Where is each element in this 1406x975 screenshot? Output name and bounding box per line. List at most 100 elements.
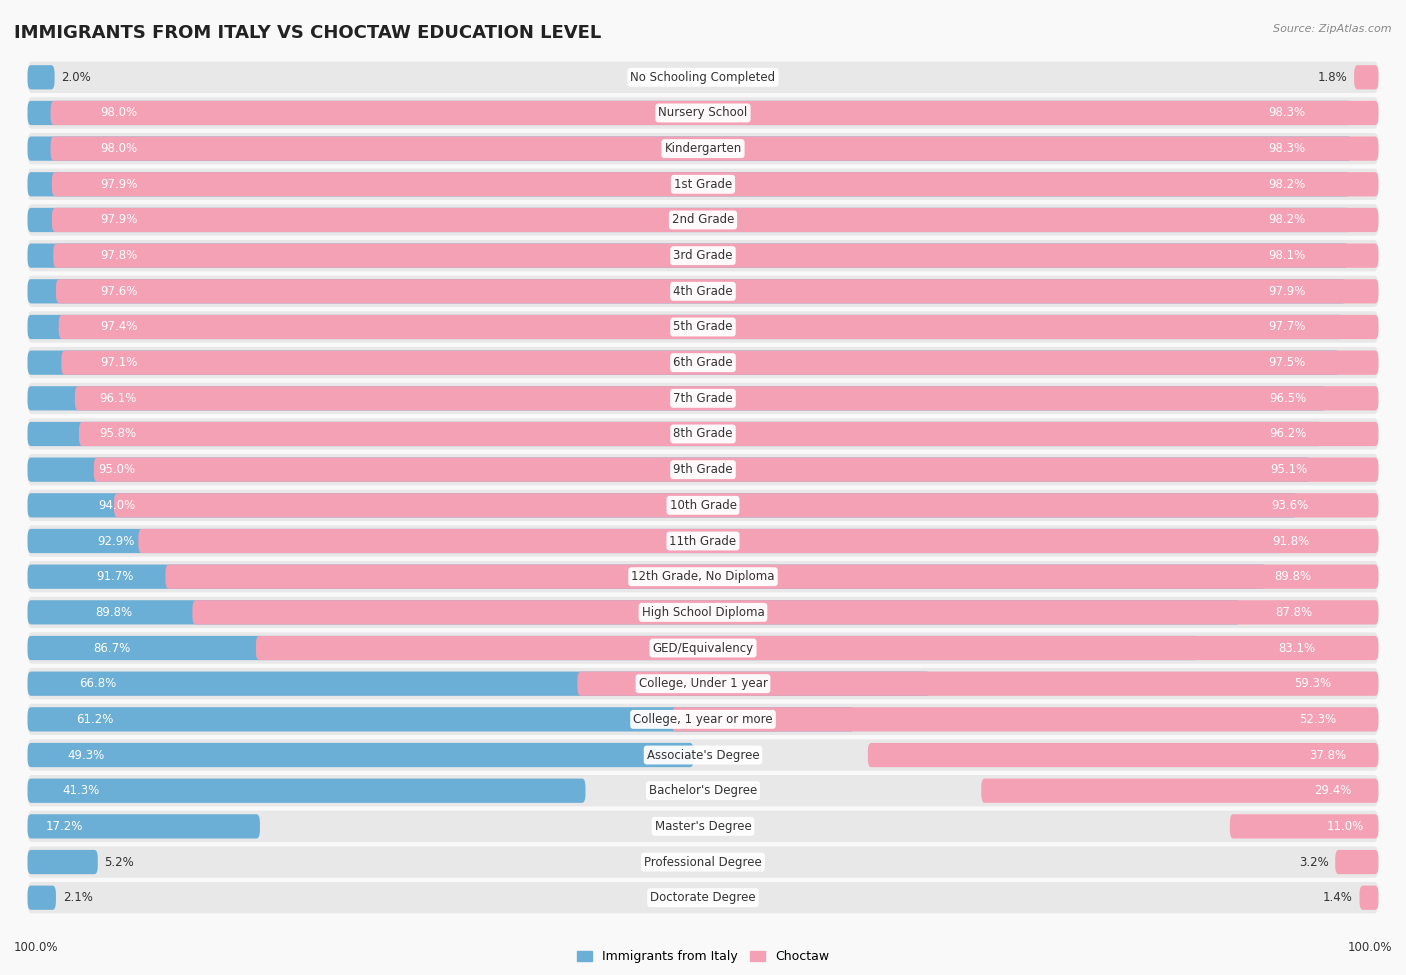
Text: 98.3%: 98.3% bbox=[1268, 142, 1305, 155]
FancyBboxPatch shape bbox=[28, 100, 1351, 125]
FancyBboxPatch shape bbox=[28, 279, 1346, 303]
FancyBboxPatch shape bbox=[28, 850, 98, 875]
Text: No Schooling Completed: No Schooling Completed bbox=[630, 71, 776, 84]
Text: 89.8%: 89.8% bbox=[1274, 570, 1310, 583]
FancyBboxPatch shape bbox=[28, 205, 1378, 236]
FancyBboxPatch shape bbox=[28, 457, 1310, 482]
Text: 6th Grade: 6th Grade bbox=[673, 356, 733, 370]
FancyBboxPatch shape bbox=[166, 565, 1378, 589]
Text: Professional Degree: Professional Degree bbox=[644, 855, 762, 869]
Text: 37.8%: 37.8% bbox=[1309, 749, 1346, 761]
Text: 98.2%: 98.2% bbox=[1268, 177, 1305, 191]
Text: High School Diploma: High School Diploma bbox=[641, 605, 765, 619]
Text: Master's Degree: Master's Degree bbox=[655, 820, 751, 833]
FancyBboxPatch shape bbox=[52, 208, 1378, 232]
FancyBboxPatch shape bbox=[28, 493, 1298, 518]
Text: 97.5%: 97.5% bbox=[1268, 356, 1306, 370]
Text: 97.9%: 97.9% bbox=[100, 214, 138, 226]
Text: 3rd Grade: 3rd Grade bbox=[673, 250, 733, 262]
FancyBboxPatch shape bbox=[28, 454, 1378, 486]
Text: 17.2%: 17.2% bbox=[46, 820, 83, 833]
Text: 95.0%: 95.0% bbox=[98, 463, 135, 476]
FancyBboxPatch shape bbox=[256, 636, 1378, 660]
Text: Bachelor's Degree: Bachelor's Degree bbox=[650, 784, 756, 798]
FancyBboxPatch shape bbox=[672, 707, 1378, 731]
Text: 1st Grade: 1st Grade bbox=[673, 177, 733, 191]
Text: 97.7%: 97.7% bbox=[1268, 321, 1306, 333]
Text: 2nd Grade: 2nd Grade bbox=[672, 214, 734, 226]
FancyBboxPatch shape bbox=[1230, 814, 1378, 838]
Text: 89.8%: 89.8% bbox=[96, 605, 132, 619]
Text: Kindergarten: Kindergarten bbox=[665, 142, 741, 155]
Text: 3.2%: 3.2% bbox=[1299, 855, 1329, 869]
Text: 95.8%: 95.8% bbox=[98, 427, 136, 441]
FancyBboxPatch shape bbox=[28, 526, 1378, 557]
FancyBboxPatch shape bbox=[138, 528, 1378, 553]
FancyBboxPatch shape bbox=[56, 279, 1378, 303]
Text: 100.0%: 100.0% bbox=[1347, 941, 1392, 954]
FancyBboxPatch shape bbox=[28, 672, 929, 696]
FancyBboxPatch shape bbox=[28, 846, 1378, 878]
Text: 97.1%: 97.1% bbox=[100, 356, 138, 370]
FancyBboxPatch shape bbox=[28, 489, 1378, 521]
Text: 96.1%: 96.1% bbox=[100, 392, 136, 405]
FancyBboxPatch shape bbox=[79, 422, 1378, 447]
Text: 10th Grade: 10th Grade bbox=[669, 499, 737, 512]
Text: 11th Grade: 11th Grade bbox=[669, 534, 737, 548]
FancyBboxPatch shape bbox=[28, 668, 1378, 699]
FancyBboxPatch shape bbox=[28, 704, 1378, 735]
Text: College, Under 1 year: College, Under 1 year bbox=[638, 678, 768, 690]
FancyBboxPatch shape bbox=[28, 240, 1378, 271]
Text: 98.1%: 98.1% bbox=[1268, 250, 1305, 262]
FancyBboxPatch shape bbox=[193, 601, 1378, 624]
FancyBboxPatch shape bbox=[28, 633, 1378, 664]
FancyBboxPatch shape bbox=[28, 136, 1351, 161]
Text: 83.1%: 83.1% bbox=[1278, 642, 1316, 654]
FancyBboxPatch shape bbox=[28, 528, 1282, 553]
FancyBboxPatch shape bbox=[28, 65, 55, 90]
FancyBboxPatch shape bbox=[59, 315, 1378, 339]
FancyBboxPatch shape bbox=[28, 882, 1378, 914]
FancyBboxPatch shape bbox=[51, 100, 1378, 125]
FancyBboxPatch shape bbox=[28, 885, 56, 910]
Text: 8th Grade: 8th Grade bbox=[673, 427, 733, 441]
FancyBboxPatch shape bbox=[28, 244, 1348, 268]
FancyBboxPatch shape bbox=[28, 707, 855, 731]
FancyBboxPatch shape bbox=[28, 98, 1378, 129]
FancyBboxPatch shape bbox=[578, 672, 1378, 696]
Text: 98.0%: 98.0% bbox=[100, 106, 138, 120]
FancyBboxPatch shape bbox=[28, 169, 1378, 200]
FancyBboxPatch shape bbox=[28, 775, 1378, 806]
FancyBboxPatch shape bbox=[28, 636, 1199, 660]
FancyBboxPatch shape bbox=[114, 493, 1378, 518]
FancyBboxPatch shape bbox=[28, 311, 1378, 342]
Text: GED/Equivalency: GED/Equivalency bbox=[652, 642, 754, 654]
Text: 91.8%: 91.8% bbox=[1272, 534, 1309, 548]
Text: Nursery School: Nursery School bbox=[658, 106, 748, 120]
FancyBboxPatch shape bbox=[28, 315, 1343, 339]
FancyBboxPatch shape bbox=[28, 561, 1378, 593]
FancyBboxPatch shape bbox=[28, 810, 1378, 842]
Text: 91.7%: 91.7% bbox=[96, 570, 134, 583]
Text: 98.0%: 98.0% bbox=[100, 142, 138, 155]
FancyBboxPatch shape bbox=[94, 457, 1378, 482]
Text: 1.4%: 1.4% bbox=[1323, 891, 1353, 904]
Text: 97.6%: 97.6% bbox=[100, 285, 138, 297]
Text: 98.3%: 98.3% bbox=[1268, 106, 1305, 120]
Text: 92.9%: 92.9% bbox=[97, 534, 135, 548]
FancyBboxPatch shape bbox=[53, 244, 1378, 268]
Text: Source: ZipAtlas.com: Source: ZipAtlas.com bbox=[1274, 24, 1392, 34]
Text: 4th Grade: 4th Grade bbox=[673, 285, 733, 297]
Text: 5.2%: 5.2% bbox=[104, 855, 135, 869]
FancyBboxPatch shape bbox=[28, 386, 1326, 410]
Text: College, 1 year or more: College, 1 year or more bbox=[633, 713, 773, 725]
FancyBboxPatch shape bbox=[28, 779, 585, 802]
Text: 95.1%: 95.1% bbox=[1270, 463, 1308, 476]
Text: 100.0%: 100.0% bbox=[14, 941, 59, 954]
FancyBboxPatch shape bbox=[28, 208, 1350, 232]
Text: 97.8%: 97.8% bbox=[100, 250, 138, 262]
Text: 86.7%: 86.7% bbox=[93, 642, 131, 654]
FancyBboxPatch shape bbox=[28, 173, 1350, 196]
Text: 97.4%: 97.4% bbox=[100, 321, 138, 333]
FancyBboxPatch shape bbox=[981, 779, 1378, 802]
